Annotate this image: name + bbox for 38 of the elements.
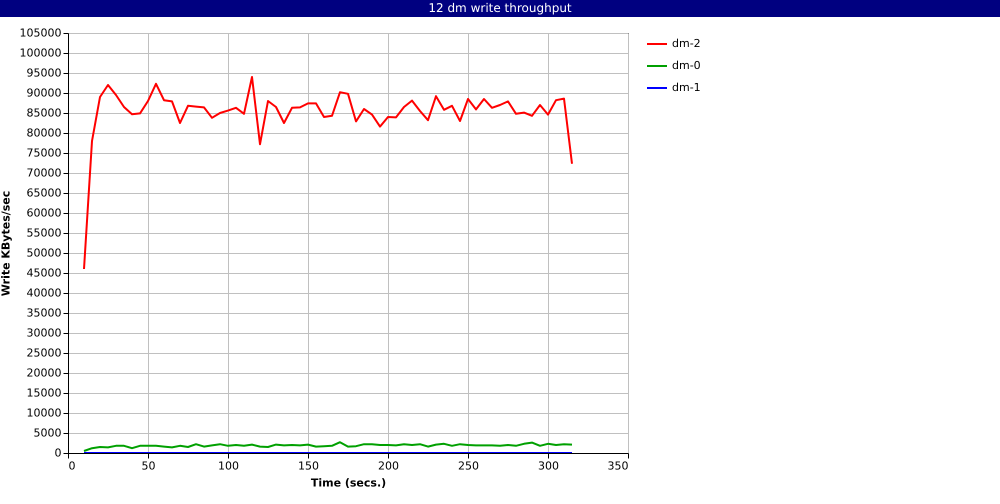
y-tick-label: 105000 [20, 26, 62, 40]
x-tick-label: 50 [142, 460, 156, 472]
y-tick-label: 40000 [26, 286, 62, 300]
y-tick-label: 95000 [26, 66, 62, 80]
y-tick-label: 100000 [20, 46, 62, 60]
y-tick-label: 25000 [26, 346, 62, 360]
chart-title: 12 dm write throughput [0, 0, 1000, 17]
y-tick-label: 5000 [34, 426, 62, 440]
y-tick-label: 75000 [26, 146, 62, 160]
x-tick-label: 300 [538, 460, 559, 472]
y-tick-label: 85000 [26, 106, 62, 120]
y-tick-label: 15000 [26, 386, 62, 400]
x-tick-label: 250 [458, 460, 479, 472]
legend-label: dm-0 [672, 59, 701, 72]
y-tick-label: 20000 [26, 366, 62, 380]
y-axis-title: Write KBytes/sec [0, 190, 13, 296]
x-tick-label: 200 [378, 460, 399, 472]
y-tick-label: 50000 [26, 246, 62, 260]
y-tick-label: 55000 [26, 226, 62, 240]
x-axis-title: Time (secs.) [310, 476, 386, 490]
line-series [83, 76, 573, 270]
y-tick-label: 65000 [26, 186, 62, 200]
y-tick-label: 90000 [26, 86, 62, 100]
y-tick-label: 0 [54, 446, 62, 460]
y-tick-label: 70000 [26, 166, 62, 180]
y-tick-label: 60000 [26, 206, 62, 220]
y-tick-label: 10000 [26, 406, 62, 420]
y-tick-label: 45000 [26, 266, 62, 280]
x-tick-label: 0 [68, 460, 76, 472]
x-tick-label: 150 [298, 460, 319, 472]
legend-label: dm-2 [672, 37, 701, 50]
x-tick-label: 100 [218, 460, 239, 472]
y-tick-label: 35000 [26, 306, 62, 320]
legend-label: dm-1 [672, 81, 701, 94]
y-tick-label: 30000 [26, 326, 62, 340]
x-tick-label: 350 [608, 460, 628, 472]
y-tick-label: 80000 [26, 126, 62, 140]
line-series [83, 441, 573, 452]
